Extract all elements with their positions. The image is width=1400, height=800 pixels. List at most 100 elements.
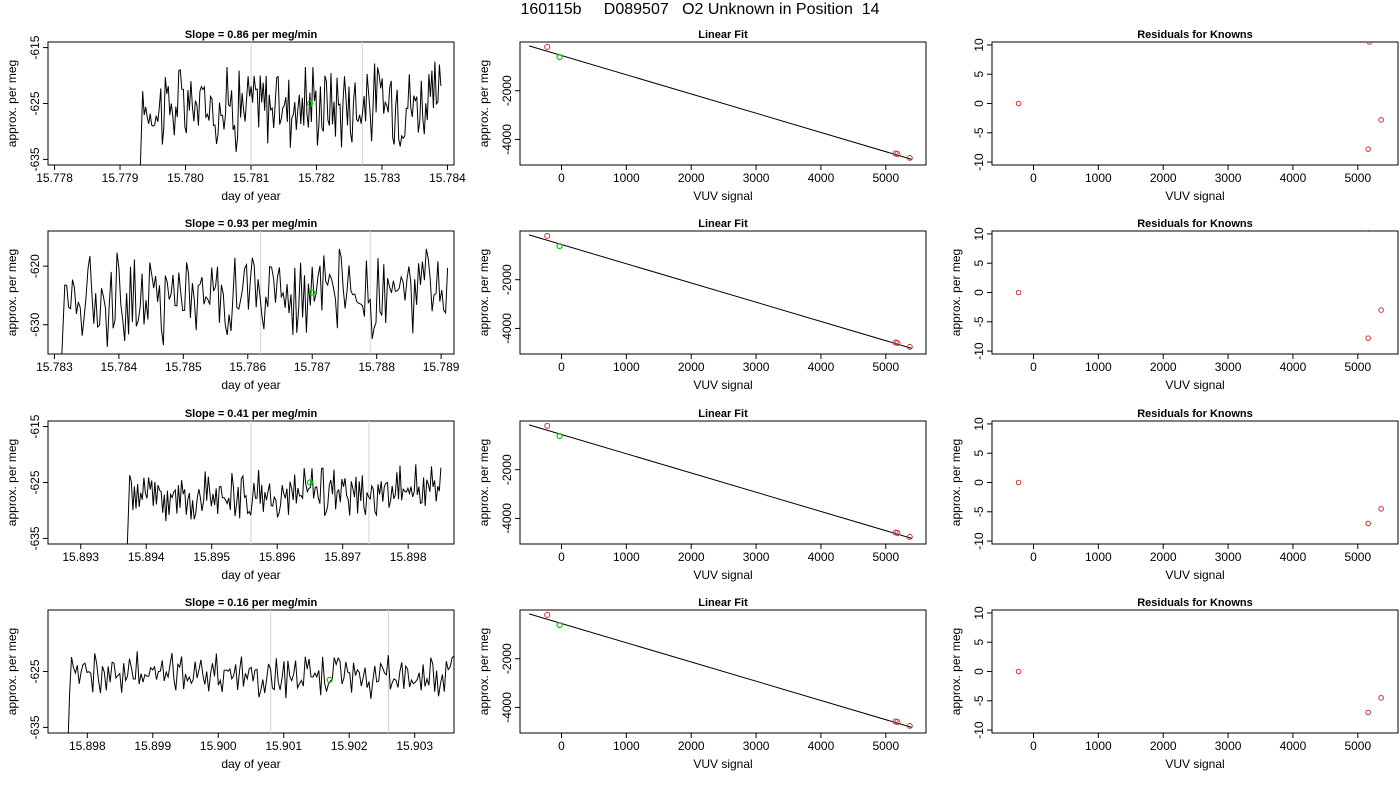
y-tick-label: -635	[28, 147, 42, 171]
x-tick-label: 2000	[678, 360, 705, 374]
y-tick-label: 5	[972, 639, 986, 646]
y-tick-label: -625	[28, 91, 42, 115]
panel-2-3: Residuals for Knowns 0 1000 2000 3000 4000 500…	[949, 218, 1399, 392]
panel-title: Slope = 0.16 per meg/min	[185, 597, 318, 609]
x-tick-label: 15.903	[396, 739, 433, 753]
x-tick-label: 1000	[1085, 550, 1112, 564]
fit-line	[528, 613, 912, 728]
panel-3-2: Linear Fit 0 1000 2000 3000 4000 5000 -4000 -200…	[477, 408, 927, 582]
y-tick-label: -2000	[500, 75, 514, 106]
unknown-marker-point	[306, 479, 314, 486]
x-tick-label: 4000	[1280, 739, 1307, 753]
x-tick-label: 0	[558, 171, 565, 185]
x-tick-label: 15.902	[331, 739, 368, 753]
unknown-marker-point	[326, 676, 333, 683]
y-tick-label: -615	[28, 35, 42, 59]
y-tick-label: -10	[972, 153, 986, 171]
y-tick-label: -635	[28, 526, 42, 550]
page-title: 160115b D089507 O2 Unknown in Position 1…	[520, 1, 880, 18]
x-tick-label: 4000	[808, 360, 835, 374]
plot-body	[126, 421, 442, 544]
fit-line	[528, 45, 912, 160]
x-tick-label: 0	[1030, 739, 1037, 753]
panel-title: Residuals for Knowns	[1137, 218, 1253, 230]
y-axis-label: approx. per meg	[949, 249, 963, 336]
plot-frame	[991, 41, 1399, 166]
x-axis-label: VUV signal	[693, 189, 752, 203]
plot-frame	[47, 230, 455, 355]
y-tick-label: -4000	[500, 124, 514, 155]
x-tick-label: 15.779	[102, 171, 139, 185]
x-tick-label: 3000	[1215, 360, 1242, 374]
x-tick-label: 3000	[743, 550, 770, 564]
unknown-point	[556, 433, 563, 440]
y-tick-label: -2000	[500, 454, 514, 485]
known-point	[894, 719, 901, 726]
plot-body	[1015, 42, 1384, 152]
x-tick-label: 2000	[1150, 171, 1177, 185]
y-tick-label: 10	[972, 38, 986, 52]
y-axis-label: approx. per meg	[477, 249, 491, 336]
x-tick-label: 2000	[678, 550, 705, 564]
y-axis-label: approx. per meg	[5, 60, 19, 147]
y-tick-label: 10	[972, 417, 986, 431]
x-tick-label: 0	[558, 550, 565, 564]
y-tick-label: 5	[972, 71, 986, 78]
y-axis-label: approx. per meg	[477, 60, 491, 147]
x-tick-label: 5000	[872, 171, 899, 185]
x-tick-label: 15.901	[265, 739, 302, 753]
plot-frame	[519, 230, 927, 355]
x-tick-label: 0	[1030, 171, 1037, 185]
x-tick-label: 4000	[1280, 360, 1307, 374]
y-tick-label: -5	[972, 695, 986, 706]
x-tick-label: 5000	[872, 360, 899, 374]
unknown-point	[556, 54, 563, 61]
x-tick-label: 15.789	[423, 360, 460, 374]
x-tick-label: 15.781	[233, 171, 270, 185]
x-tick-label: 15.898	[390, 550, 427, 564]
plot-body	[1015, 479, 1384, 527]
y-axis-label: approx. per meg	[949, 439, 963, 526]
x-tick-label: 5000	[1344, 171, 1371, 185]
plot-frame	[991, 230, 1399, 355]
x-axis-label: day of year	[221, 568, 280, 582]
plot-frame	[991, 609, 1399, 734]
x-tick-label: 15.782	[298, 171, 335, 185]
signal-trace	[126, 464, 442, 544]
residual-point	[1015, 479, 1022, 486]
y-tick-label: -4000	[500, 313, 514, 344]
y-tick-label: -625	[28, 470, 42, 494]
x-tick-label: 15.788	[358, 360, 395, 374]
y-axis-label: approx. per meg	[5, 249, 19, 336]
x-tick-label: 15.896	[259, 550, 296, 564]
residual-point	[1378, 695, 1384, 701]
x-tick-label: 15.784	[429, 171, 466, 185]
x-tick-label: 15.785	[165, 360, 202, 374]
x-tick-label: 3000	[743, 360, 770, 374]
unknown-point	[556, 243, 563, 250]
known-point	[544, 232, 551, 239]
plot-body	[67, 610, 454, 733]
residual-point	[1365, 520, 1371, 527]
panel-title: Linear Fit	[698, 29, 748, 41]
plot-body	[1015, 668, 1384, 716]
x-tick-label: 4000	[808, 171, 835, 185]
signal-trace	[67, 651, 454, 733]
x-tick-label: 15.900	[200, 739, 237, 753]
x-axis-label: day of year	[221, 189, 280, 203]
known-point	[544, 422, 551, 429]
signal-trace	[61, 248, 449, 354]
y-tick-label: -4000	[500, 692, 514, 723]
known-point	[906, 343, 913, 350]
plot-frame	[991, 420, 1399, 545]
y-tick-label: -5	[972, 127, 986, 138]
residual-point	[1015, 668, 1022, 675]
x-tick-label: 1000	[1085, 739, 1112, 753]
x-tick-label: 2000	[678, 171, 705, 185]
panel-1-1: Slope = 0.86 per meg/min 15.778 15.779 15.7…	[5, 29, 466, 203]
x-tick-label: 2000	[678, 739, 705, 753]
residual-point	[1015, 100, 1022, 107]
panel-4-1: Slope = 0.16 per meg/min 15.898 15.899 15.9…	[5, 597, 455, 771]
known-point	[894, 530, 901, 537]
